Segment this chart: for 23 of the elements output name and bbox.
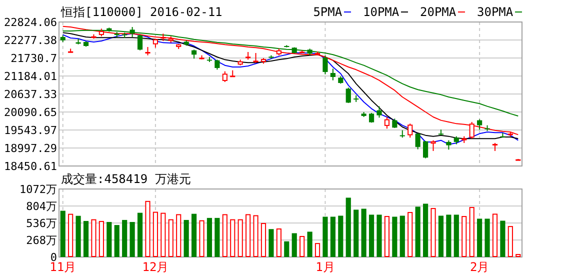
chart-title: 成交量:458419 万港元 xyxy=(61,172,191,186)
legend-label: 20PMA xyxy=(420,5,457,19)
x-tick-label: 12月 xyxy=(142,260,169,274)
y-tick-label: 19543.97 xyxy=(4,124,57,137)
y-tick-label: 1072万 xyxy=(20,183,57,196)
x-tick-label: 1月 xyxy=(316,260,335,274)
legend-label: 5PMA xyxy=(313,5,343,19)
y-tick-label: 22824.06 xyxy=(4,16,57,29)
x-tick-label: 2月 xyxy=(470,260,490,274)
y-tick-label: 22277.38 xyxy=(4,34,57,47)
legend-label: 10PMA xyxy=(363,5,400,19)
y-tick-label: 18997.29 xyxy=(4,142,57,155)
y-tick-label: 18450.61 xyxy=(4,160,57,173)
y-tick-label: 268万 xyxy=(26,234,57,247)
y-tick-label: 21184.01 xyxy=(4,70,57,83)
y-tick-label: 536万 xyxy=(26,217,57,230)
y-tick-label: 20090.65 xyxy=(4,106,57,119)
chart-title: 恒指[110000] 2016-02-11 xyxy=(60,5,222,19)
y-tick-label: 804万 xyxy=(26,200,57,213)
y-tick-label: 20637.33 xyxy=(4,88,57,101)
legend-label: 30PMA xyxy=(477,5,514,19)
y-tick-label: 21730.7 xyxy=(10,52,57,65)
x-tick-label: 11月 xyxy=(50,260,76,274)
